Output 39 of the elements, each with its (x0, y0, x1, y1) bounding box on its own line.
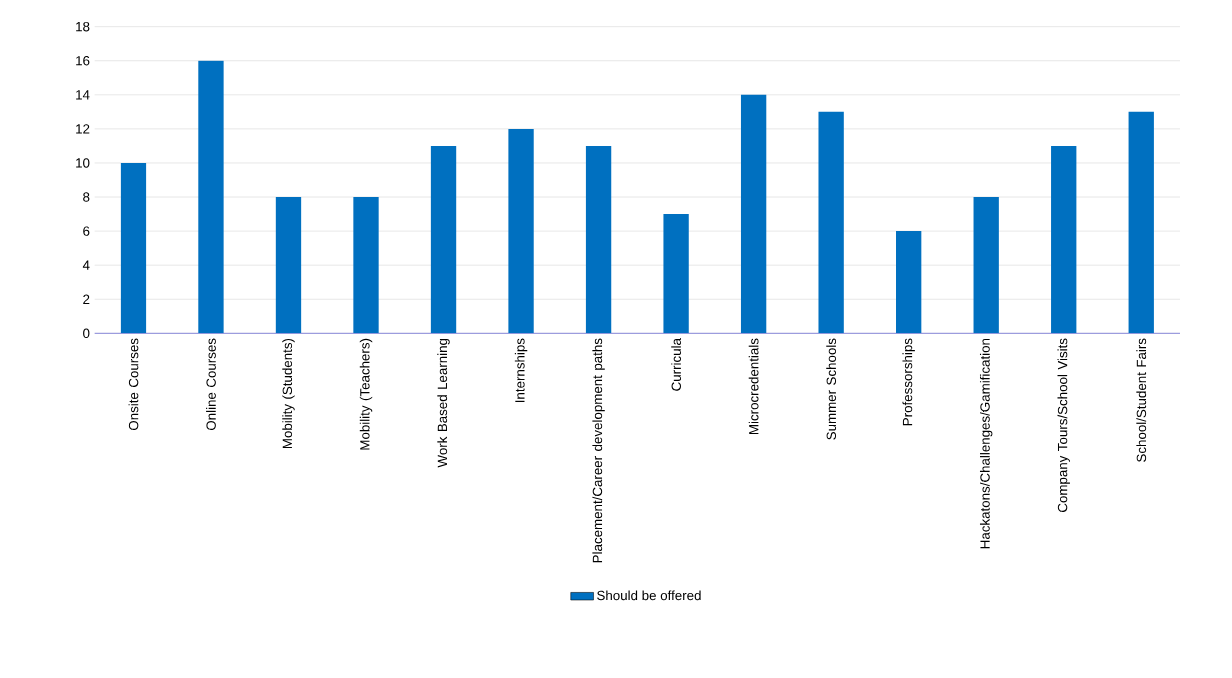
bar (973, 197, 999, 334)
x-tick-label: Onsite Courses (128, 338, 139, 431)
y-tick-label: 0 (83, 328, 90, 339)
bar (585, 145, 612, 334)
x-tick-label: Microcredentials (748, 338, 759, 435)
bar (508, 128, 534, 334)
x-tick-label: Internships (514, 338, 528, 403)
bar (896, 231, 922, 334)
y-tick-label: 8 (83, 192, 90, 202)
x-tick-label: Hackatons/Challenges/Gamification (979, 338, 993, 549)
bar (353, 197, 379, 334)
bar (818, 111, 844, 334)
y-tick-label: 10 (76, 158, 90, 168)
x-tick-label: Placement/Career development paths (592, 338, 605, 563)
y-tick-label: 14 (76, 90, 90, 100)
bar (1128, 111, 1154, 334)
x-tick-label: Mobility (Students) (282, 338, 295, 449)
x-tick-label: Professorships (902, 338, 915, 426)
y-tick-label: 18 (76, 21, 90, 32)
legend-label: Should be offered (597, 590, 701, 601)
x-tick-label: Work Based Learning (437, 338, 450, 468)
y-tick-label: 12 (76, 124, 90, 134)
bar (120, 162, 147, 334)
x-tick-label: Mobility (Teachers) (359, 338, 373, 450)
bar (430, 145, 457, 334)
y-tick-label: 16 (76, 56, 90, 66)
x-tick-label: Summer Schools (826, 338, 837, 440)
bar (198, 60, 224, 334)
bar (275, 197, 302, 334)
y-tick-label: 6 (83, 226, 90, 236)
bar (740, 94, 767, 334)
x-tick-label: Company Tours/School Visits (1057, 338, 1070, 513)
x-tick-label: Curricula (671, 338, 681, 391)
x-tick-label: Online Courses (206, 338, 216, 431)
bar (663, 214, 689, 334)
bar (1051, 145, 1077, 334)
y-tick-label: 2 (83, 294, 90, 304)
y-tick-label: 4 (82, 260, 90, 270)
x-tick-label: School/Student Fairs (1136, 338, 1147, 462)
